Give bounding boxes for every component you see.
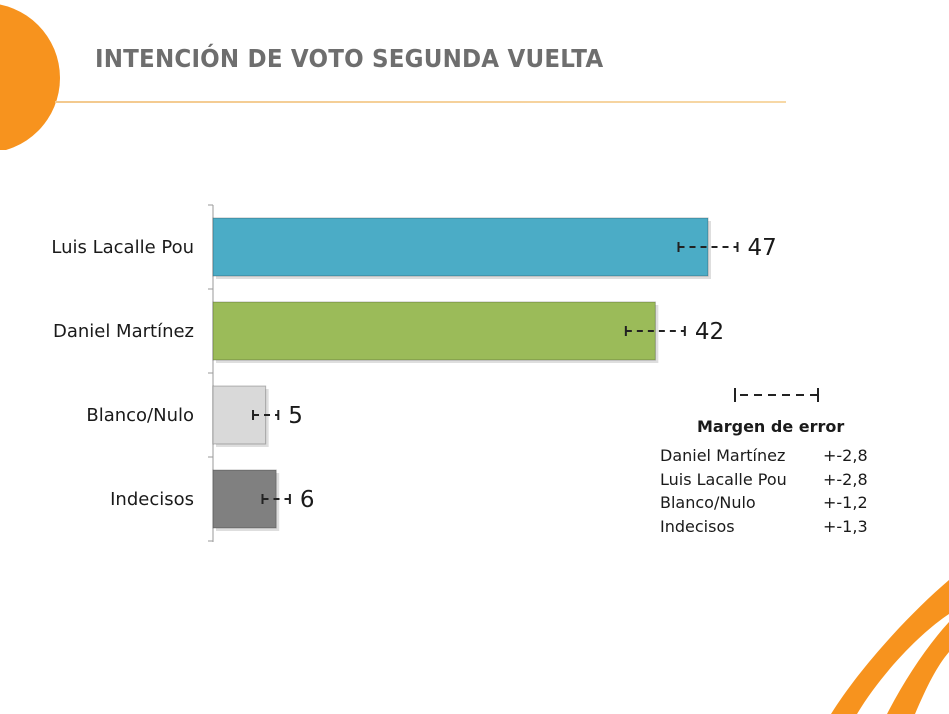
page-title: INTENCIÓN DE VOTO SEGUNDA VUELTA (95, 44, 604, 73)
legend-row: Blanco/Nulo +-1,2 (660, 491, 868, 515)
orange-swoosh-decoration (831, 580, 949, 714)
legend-value: +-1,3 (823, 516, 868, 536)
legend-row: Luis Lacalle Pou +-2,8 (660, 468, 868, 492)
data-label: 47 (747, 235, 776, 261)
legend-name: Blanco/Nulo (660, 493, 756, 513)
legend-value: +-1,2 (823, 493, 868, 513)
data-label: 42 (695, 319, 724, 345)
legend-name: Luis Lacalle Pou (660, 469, 787, 489)
category-label: Luis Lacalle Pou (51, 237, 194, 258)
category-label: Indecisos (110, 489, 194, 510)
error-legend-title: Margen de error (697, 417, 845, 436)
legend-value: +-2,8 (823, 469, 868, 489)
error-legend-sample (734, 388, 819, 402)
legend-name: Daniel Martínez (660, 446, 786, 466)
legend-row: Daniel Martínez +-2,8 (660, 444, 868, 468)
legend-value: +-2,8 (823, 446, 868, 466)
title-underline (55, 101, 786, 103)
bar (212, 301, 656, 361)
error-legend-table: Daniel Martínez +-2,8 Luis Lacalle Pou +… (660, 444, 868, 538)
legend-row: Indecisos +-1,3 (660, 515, 868, 539)
orange-circle-decoration (0, 4, 60, 150)
data-label: 6 (300, 487, 315, 513)
category-label: Blanco/Nulo (86, 405, 194, 426)
bar (212, 217, 709, 277)
category-label: Daniel Martínez (53, 321, 194, 342)
legend-name: Indecisos (660, 516, 735, 536)
data-label: 5 (288, 403, 303, 429)
